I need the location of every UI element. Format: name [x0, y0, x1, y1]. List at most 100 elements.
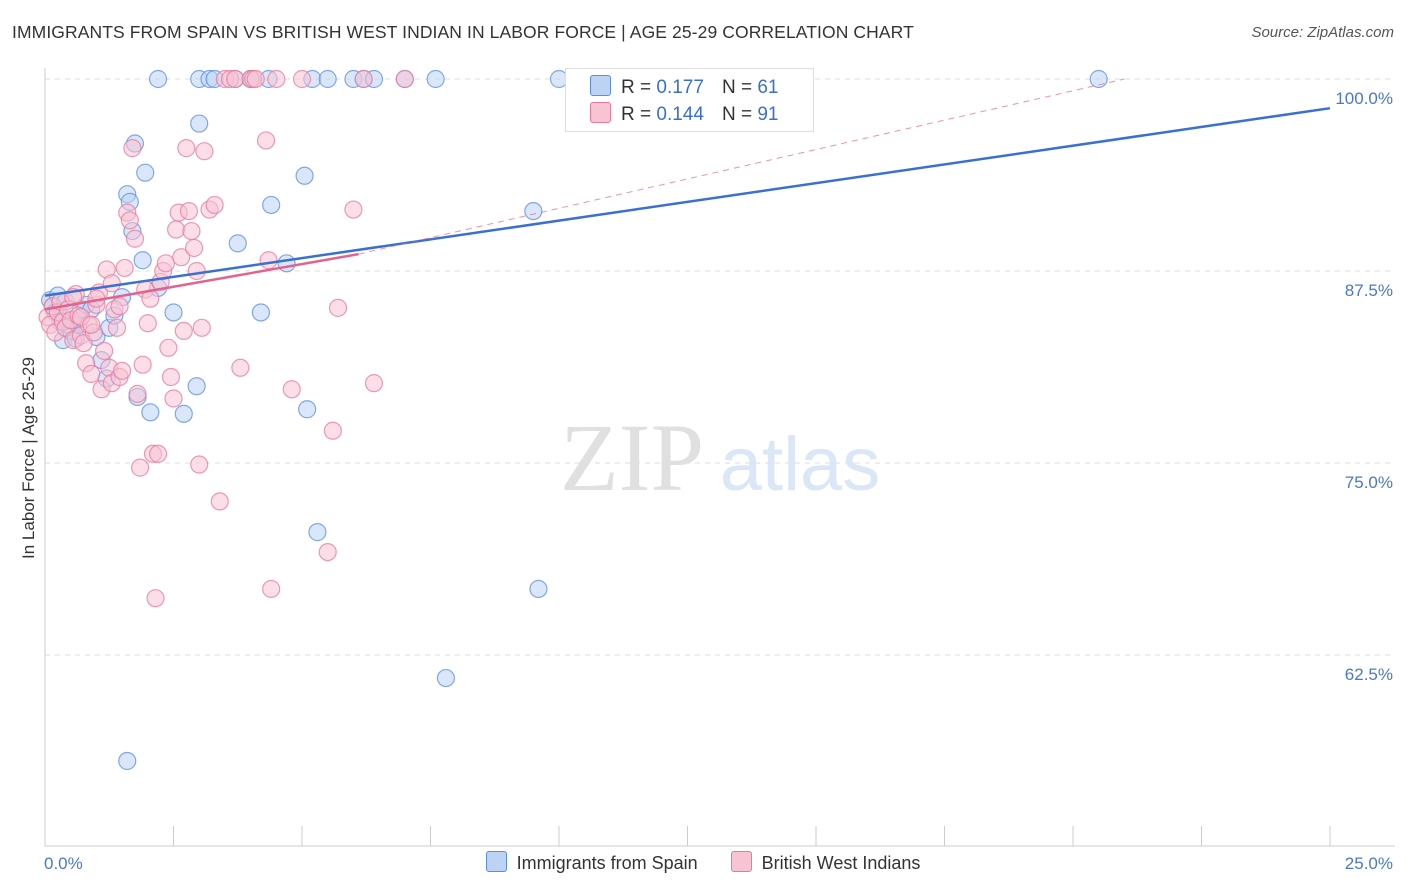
point-bwi	[112, 361, 132, 380]
n-label: N =	[721, 104, 753, 125]
point-bwi	[82, 315, 101, 334]
point-spain	[295, 166, 314, 185]
point-bwi	[328, 298, 348, 317]
point-bwi	[177, 139, 196, 158]
blue-swatch-icon	[485, 851, 507, 872]
point-spain	[133, 251, 152, 270]
point-bwi	[259, 251, 278, 270]
x-tick-label: 0.0%	[44, 854, 83, 873]
point-bwi	[195, 142, 214, 161]
point-bwi	[161, 367, 181, 387]
point-bwi	[262, 579, 281, 599]
point-bwi	[138, 314, 157, 333]
watermark-atlas: atlas	[720, 422, 881, 507]
point-spain	[141, 403, 160, 422]
point-bwi	[128, 384, 147, 403]
point-bwi	[159, 338, 178, 357]
point-bwi	[82, 364, 101, 384]
point-bwi	[184, 238, 204, 258]
blue-swatch-icon	[590, 75, 611, 96]
stats-legend-row-spain: R = 0.177 N = 61	[590, 75, 778, 99]
point-bwi	[130, 458, 150, 477]
point-bwi	[246, 69, 265, 89]
point-spain	[298, 400, 317, 419]
point-bwi	[267, 69, 286, 89]
point-spain	[308, 523, 327, 542]
x-tick-label: 25.0%	[1345, 854, 1393, 873]
point-spain	[262, 195, 281, 215]
point-bwi	[164, 389, 183, 408]
point-spain	[426, 69, 445, 89]
point-bwi	[148, 444, 168, 463]
y-axis-label: In Labor Force | Age 25-29	[19, 357, 38, 559]
stats-legend-row-bwi: R = 0.144 N = 91	[590, 102, 778, 126]
point-bwi	[146, 589, 165, 608]
point-spain	[190, 114, 209, 133]
watermark-zip: ZIP	[560, 404, 704, 511]
y-tick-label: 100.0%	[1335, 89, 1393, 108]
point-bwi	[172, 248, 191, 267]
point-spain	[187, 377, 206, 396]
chart-title: IMMIGRANTS FROM SPAIN VS BRITISH WEST IN…	[12, 22, 914, 42]
point-bwi	[166, 220, 186, 239]
point-spain	[136, 163, 155, 182]
series-legend: Immigrants from Spain British West India…	[0, 851, 1406, 874]
r-value-bwi: 0.144	[656, 104, 704, 125]
point-bwi	[182, 221, 201, 241]
point-spain	[318, 69, 337, 89]
stats-legend: R = 0.177 N = 61 R = 0.144 N = 91	[565, 68, 814, 132]
source-label: Source: ZipAtlas.com	[1251, 24, 1394, 41]
y-tick-label: 62.5%	[1345, 665, 1393, 684]
r-value-spain: 0.177	[656, 77, 704, 98]
point-spain	[251, 303, 270, 322]
trend-extension-bwi	[358, 78, 1125, 255]
point-spain	[436, 668, 456, 688]
y-tick-label: 75.0%	[1345, 473, 1393, 492]
point-spain	[524, 201, 543, 221]
legend-label-bwi: British West Indians	[761, 853, 921, 873]
point-bwi	[318, 542, 337, 562]
trend-line-spain	[44, 106, 1331, 297]
point-bwi	[110, 297, 129, 316]
point-spain	[529, 579, 548, 599]
point-bwi	[156, 254, 175, 273]
point-bwi	[395, 69, 414, 89]
point-bwi	[133, 355, 152, 374]
point-bwi	[231, 358, 250, 377]
point-bwi	[102, 274, 121, 293]
point-bwi	[95, 341, 114, 360]
point-bwi	[123, 139, 142, 158]
legend-label-spain: Immigrants from Spain	[516, 853, 698, 873]
point-bwi	[120, 211, 139, 230]
pink-swatch-icon	[590, 102, 611, 123]
point-bwi	[226, 69, 245, 89]
point-spain	[277, 254, 296, 273]
point-spain	[228, 234, 247, 253]
n-value-spain: 61	[757, 77, 779, 98]
point-bwi	[364, 374, 384, 393]
point-bwi	[115, 258, 134, 278]
point-spain	[164, 303, 183, 322]
point-spain	[174, 404, 193, 423]
point-bwi	[344, 200, 363, 219]
n-value-bwi: 91	[757, 104, 779, 125]
point-bwi	[354, 69, 373, 89]
point-bwi	[292, 69, 312, 89]
point-bwi	[179, 201, 199, 221]
point-spain	[118, 751, 137, 771]
r-label: R =	[621, 77, 652, 98]
point-bwi	[323, 421, 342, 440]
legend-item-bwi[interactable]: British West Indians	[730, 851, 921, 874]
n-label: N =	[721, 77, 753, 98]
point-spain	[148, 69, 168, 89]
point-bwi	[107, 318, 127, 337]
y-tick-label: 87.5%	[1345, 281, 1393, 300]
point-bwi	[210, 492, 229, 511]
point-bwi	[190, 455, 209, 474]
point-bwi	[187, 261, 206, 281]
point-bwi	[192, 318, 211, 337]
point-bwi	[174, 321, 193, 341]
point-bwi	[205, 195, 224, 215]
legend-item-spain[interactable]: Immigrants from Spain	[485, 851, 698, 874]
